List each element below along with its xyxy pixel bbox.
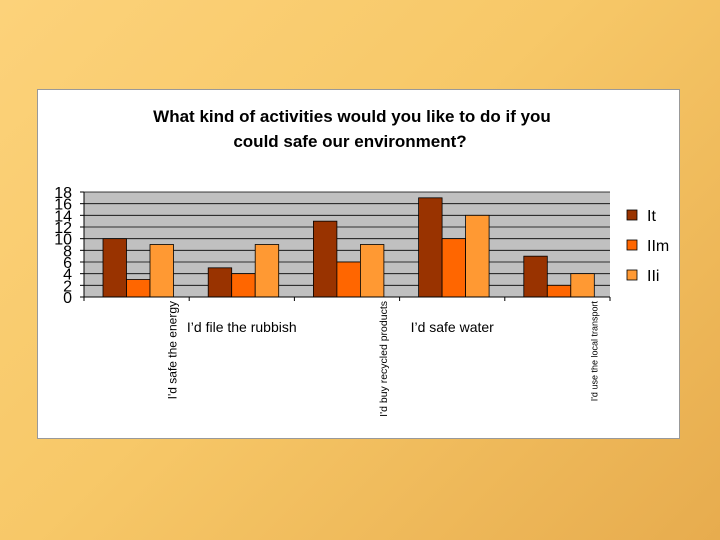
legend-swatch: [626, 209, 638, 221]
y-tick-label: 8: [63, 243, 72, 260]
legend-swatch: [626, 239, 638, 251]
y-tick-label: 6: [63, 255, 72, 272]
bar-iim-2: [336, 261, 361, 298]
bar-iii-0: [149, 244, 174, 298]
x-axis-labels: I'd safe the energy I’d file the rubbish I…: [83, 297, 611, 417]
x-category-label: I'd buy recycled products: [378, 301, 390, 417]
bar-iim-4: [546, 284, 572, 298]
chart-title-line-2: could safe our environment?: [233, 132, 466, 151]
bar-iii-1: [254, 244, 280, 298]
y-tick-label: 10: [54, 232, 72, 249]
legend-label: It: [647, 208, 656, 225]
bar-iii-2: [359, 244, 385, 298]
bar-iim-1: [231, 273, 256, 298]
chart-title-line-1: What kind of activities would you like t…: [153, 107, 551, 126]
x-category-label: I'd safe the energy: [166, 301, 180, 399]
bar-it-2: [312, 220, 338, 298]
bar-iim-3: [441, 238, 467, 298]
bars: [102, 197, 595, 298]
x-category-label: I’d file the rubbish: [187, 319, 297, 335]
legend: It IIm IIi: [626, 208, 669, 285]
legend-label: IIi: [647, 268, 659, 285]
bar-it-3: [418, 197, 443, 298]
y-tick-label: 12: [54, 220, 72, 237]
y-tick-label: 16: [54, 197, 72, 214]
bar-iii-4: [570, 273, 595, 298]
bar-iii-3: [465, 214, 490, 298]
y-tick-label: 4: [63, 267, 72, 284]
x-category-label: I'd use the local transport: [589, 301, 599, 402]
y-tick-label: 18: [54, 185, 72, 202]
bar-iim-0: [126, 279, 151, 298]
y-tick-label: 14: [54, 208, 72, 225]
legend-label: IIm: [647, 238, 669, 255]
bar-it-4: [523, 255, 548, 298]
legend-swatch: [626, 269, 638, 281]
y-tick-label: 0: [63, 290, 72, 307]
bar-it-1: [207, 267, 233, 298]
x-category-label: I’d safe water: [411, 319, 495, 335]
y-tick-label: 2: [63, 278, 72, 295]
bar-it-0: [102, 238, 127, 298]
